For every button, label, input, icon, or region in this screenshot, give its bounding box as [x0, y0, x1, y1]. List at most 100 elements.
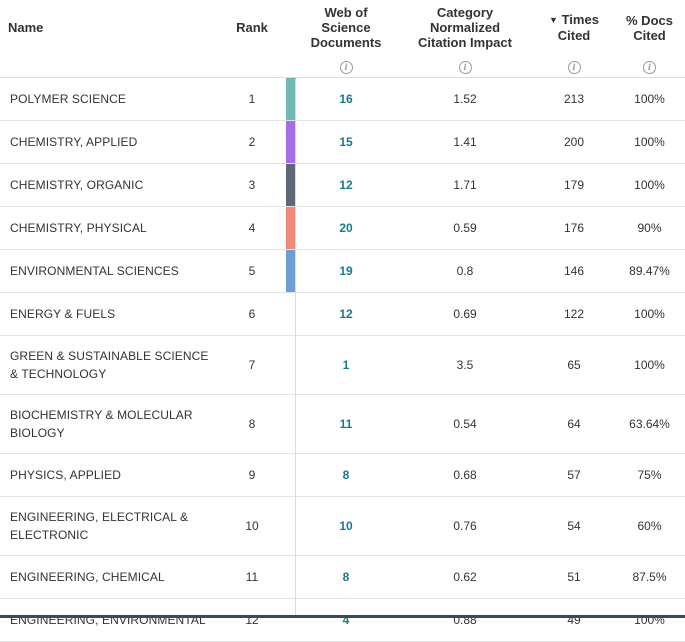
- rank-value: 5: [218, 249, 286, 293]
- column-header-name[interactable]: Name: [0, 0, 218, 55]
- rank-value: 6: [218, 292, 286, 336]
- color-bar-cell: [286, 453, 296, 497]
- times-cited-value: 179: [534, 163, 614, 207]
- documents-cell: 1: [296, 335, 396, 395]
- cnci-value: 0.62: [396, 555, 534, 599]
- color-bar-cell: [286, 249, 296, 293]
- documents-link[interactable]: 15: [339, 135, 353, 149]
- cnci-value: 0.59: [396, 206, 534, 250]
- column-header-cnci-line3: Citation Impact: [418, 35, 512, 50]
- pct-cited-value: 100%: [614, 163, 685, 207]
- rank-value: 1: [218, 77, 286, 121]
- rank-value: 10: [218, 496, 286, 556]
- column-header-bar-spacer: [286, 0, 296, 55]
- documents-cell: 11: [296, 394, 396, 454]
- table-row: ENGINEERING, ENVIRONMENTAL 12 4 0.88 49 …: [0, 598, 685, 642]
- category-name: ENERGY & FUELS: [0, 292, 218, 336]
- series-color-swatch: [286, 250, 296, 292]
- documents-link[interactable]: 1: [342, 358, 350, 372]
- pct-cited-value: 60%: [614, 496, 685, 556]
- series-color-swatch: [286, 207, 296, 249]
- column-header-pct-line2: Cited: [633, 27, 666, 43]
- column-header-cnci-line2: Normalized: [429, 20, 501, 35]
- table-row: CHEMISTRY, ORGANIC 3 12 1.71 179 100%: [0, 163, 685, 207]
- times-cited-value: 146: [534, 249, 614, 293]
- column-header-cnci[interactable]: Category Normalized Citation Impact: [396, 0, 534, 55]
- category-name: CHEMISTRY, APPLIED: [0, 120, 218, 164]
- documents-link[interactable]: 20: [339, 221, 353, 235]
- color-bar-cell: [286, 394, 296, 454]
- info-cell-documents: i: [296, 55, 396, 78]
- column-header-documents-line2: Science: [321, 20, 371, 35]
- category-name: ENGINEERING, ELECTRICAL & ELECTRONIC: [0, 496, 218, 556]
- info-icon[interactable]: i: [458, 61, 472, 74]
- info-icon[interactable]: i: [339, 61, 353, 74]
- table-bottom-border: [0, 615, 685, 618]
- table-row: CHEMISTRY, APPLIED 2 15 1.41 200 100%: [0, 120, 685, 164]
- column-divider: [295, 79, 296, 617]
- times-cited-value: 54: [534, 496, 614, 556]
- rank-value: 4: [218, 206, 286, 250]
- pct-cited-value: 89.47%: [614, 249, 685, 293]
- times-cited-value: 122: [534, 292, 614, 336]
- pct-cited-value: 100%: [614, 120, 685, 164]
- column-header-times-line1: Times: [561, 12, 599, 27]
- documents-link[interactable]: 8: [342, 570, 350, 584]
- documents-cell: 4: [296, 598, 396, 642]
- times-cited-value: 64: [534, 394, 614, 454]
- times-cited-value: 200: [534, 120, 614, 164]
- documents-link[interactable]: 12: [339, 178, 353, 192]
- times-cited-value: 49: [534, 598, 614, 642]
- category-name: PHYSICS, APPLIED: [0, 453, 218, 497]
- column-header-cnci-line1: Category: [436, 5, 494, 20]
- documents-link[interactable]: 8: [342, 468, 350, 482]
- documents-link[interactable]: 10: [339, 519, 353, 533]
- times-cited-value: 176: [534, 206, 614, 250]
- times-cited-value: 213: [534, 77, 614, 121]
- documents-cell: 8: [296, 555, 396, 599]
- column-header-times-cited[interactable]: ▼ Times Cited: [534, 0, 614, 55]
- column-header-documents-line3: Documents: [310, 35, 382, 50]
- rank-value: 2: [218, 120, 286, 164]
- documents-link[interactable]: 16: [339, 92, 353, 106]
- cnci-value: 0.68: [396, 453, 534, 497]
- column-header-times-line2: Cited: [557, 28, 591, 43]
- table-row: ENGINEERING, ELECTRICAL & ELECTRONIC 10 …: [0, 496, 685, 556]
- info-spacer-rank: [218, 55, 286, 78]
- info-cell-cnci: i: [396, 55, 534, 78]
- series-color-swatch: [286, 164, 296, 206]
- color-bar-cell: [286, 120, 296, 164]
- column-header-documents[interactable]: Web of Science Documents: [296, 0, 396, 55]
- documents-cell: 10: [296, 496, 396, 556]
- column-header-rank[interactable]: Rank: [218, 0, 286, 55]
- column-header-pct-cited[interactable]: % Docs Cited: [614, 0, 685, 55]
- documents-cell: 16: [296, 77, 396, 121]
- pct-cited-value: 75%: [614, 453, 685, 497]
- cnci-value: 0.54: [396, 394, 534, 454]
- category-name: CHEMISTRY, PHYSICAL: [0, 206, 218, 250]
- documents-link[interactable]: 11: [339, 417, 353, 431]
- color-bar-cell: [286, 292, 296, 336]
- documents-cell: 20: [296, 206, 396, 250]
- category-name: POLYMER SCIENCE: [0, 77, 218, 121]
- category-name: ENVIRONMENTAL SCIENCES: [0, 249, 218, 293]
- color-bar-cell: [286, 496, 296, 556]
- cnci-value: 1.41: [396, 120, 534, 164]
- pct-cited-value: 63.64%: [614, 394, 685, 454]
- pct-cited-value: 100%: [614, 292, 685, 336]
- times-cited-value: 65: [534, 335, 614, 395]
- color-bar-cell: [286, 555, 296, 599]
- column-header-pct-line1: % Docs: [626, 12, 673, 28]
- category-name: BIOCHEMISTRY & MOLECULAR BIOLOGY: [0, 394, 218, 454]
- info-icon[interactable]: i: [567, 61, 581, 74]
- documents-cell: 12: [296, 163, 396, 207]
- documents-cell: 12: [296, 292, 396, 336]
- color-bar-cell: [286, 206, 296, 250]
- info-icon[interactable]: i: [643, 61, 656, 74]
- cnci-value: 3.5: [396, 335, 534, 395]
- documents-link[interactable]: 12: [339, 307, 353, 321]
- times-cited-value: 57: [534, 453, 614, 497]
- cnci-value: 1.52: [396, 77, 534, 121]
- documents-link[interactable]: 19: [339, 264, 353, 278]
